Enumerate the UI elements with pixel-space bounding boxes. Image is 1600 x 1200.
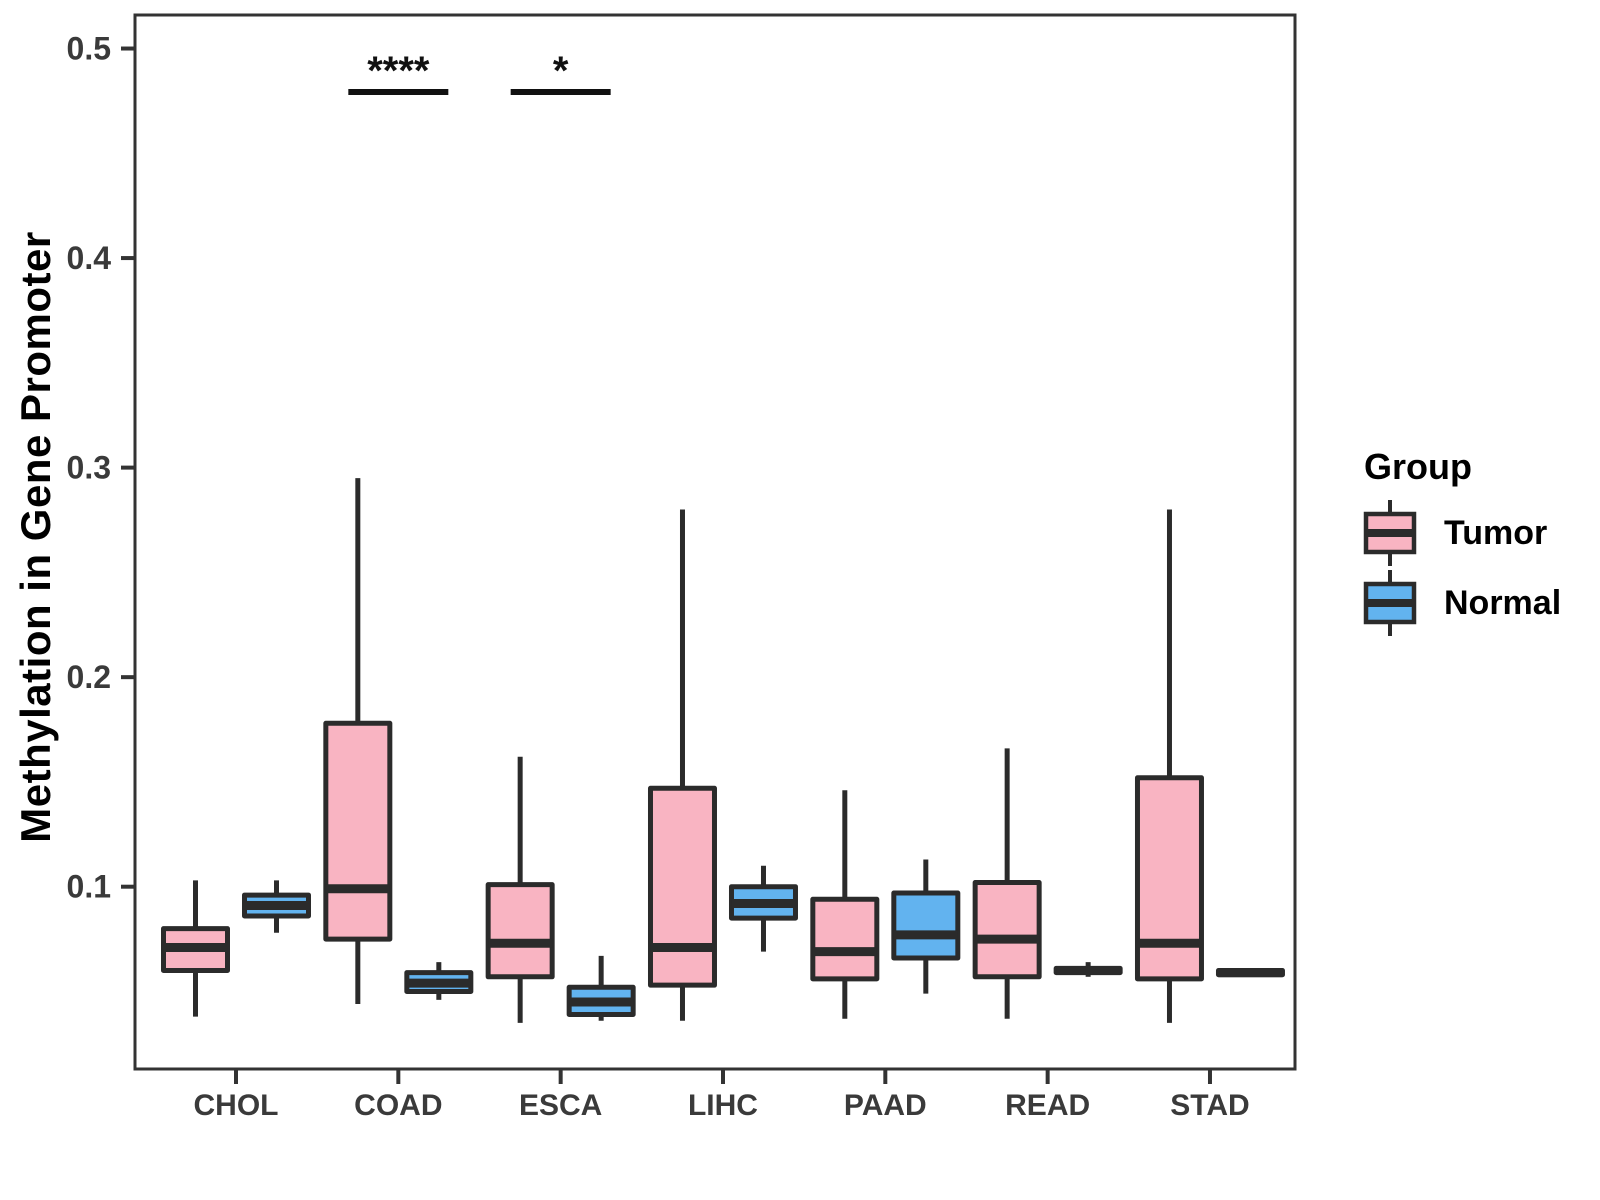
boxplot-read-tumor xyxy=(972,748,1042,1019)
boxplot-paad-normal xyxy=(891,859,961,994)
boxplot-read-normal xyxy=(1053,962,1123,977)
y-tick-label: 0.5 xyxy=(67,31,111,67)
boxplot-esca-normal xyxy=(566,955,636,1021)
x-tick-label: COAD xyxy=(354,1089,442,1122)
x-tick-label: READ xyxy=(1005,1089,1090,1122)
panel-border xyxy=(133,13,1297,1071)
x-axis: CHOL COAD ESCA LIHC PAAD READ STAD xyxy=(194,1069,1250,1122)
iqr-box xyxy=(810,896,880,982)
boxplot-coad-tumor xyxy=(323,478,393,1005)
tumor-boxplot-key-icon xyxy=(1363,500,1417,566)
x-tick-label: LIHC xyxy=(688,1089,758,1122)
boxplot-chol-tumor xyxy=(161,880,230,1017)
iqr-box xyxy=(323,720,393,942)
x-tick-label: STAD xyxy=(1170,1089,1249,1122)
y-tick-label: 0.4 xyxy=(67,240,112,276)
normal-boxplot-key-icon xyxy=(1363,570,1417,636)
legend-entry-tumor: Tumor xyxy=(1362,498,1561,568)
iqr-box xyxy=(1134,775,1204,982)
boxplot-stad-tumor xyxy=(1134,509,1204,1023)
boxplot-lihc-tumor xyxy=(647,509,717,1021)
legend-entry-normal: Normal xyxy=(1362,568,1561,638)
boxplot-esca-tumor xyxy=(485,756,555,1023)
boxplot-lihc-normal xyxy=(728,865,798,952)
significance-stars: **** xyxy=(367,49,430,93)
iqr-box xyxy=(891,890,961,961)
boxplot-paad-tumor xyxy=(810,790,880,1019)
boxplot-chol-normal xyxy=(242,880,311,933)
iqr-box xyxy=(972,880,1042,980)
x-tick-label: CHOL xyxy=(194,1089,279,1122)
legend-title: Group xyxy=(1364,446,1472,487)
iqr-box xyxy=(485,882,555,980)
iqr-box xyxy=(647,785,717,988)
significance-esca: * xyxy=(510,49,611,95)
y-tick-label: 0.3 xyxy=(67,450,111,486)
y-tick-label: 0.1 xyxy=(67,869,111,905)
x-tick-label: PAAD xyxy=(844,1089,927,1122)
significance-stars: * xyxy=(553,49,569,93)
y-tick-label: 0.2 xyxy=(67,659,111,695)
y-axis: 0.5 0.4 0.3 0.2 0.1 xyxy=(67,31,135,905)
legend-label-normal: Normal xyxy=(1444,583,1562,622)
significance-coad: **** xyxy=(348,49,449,95)
x-tick-label: ESCA xyxy=(519,1089,602,1122)
legend-label-tumor: Tumor xyxy=(1444,513,1548,552)
boxplot-coad-normal xyxy=(404,962,474,1000)
boxplot-stad-normal xyxy=(1215,968,1285,978)
legend: Group Tumor Normal xyxy=(1362,446,1561,638)
